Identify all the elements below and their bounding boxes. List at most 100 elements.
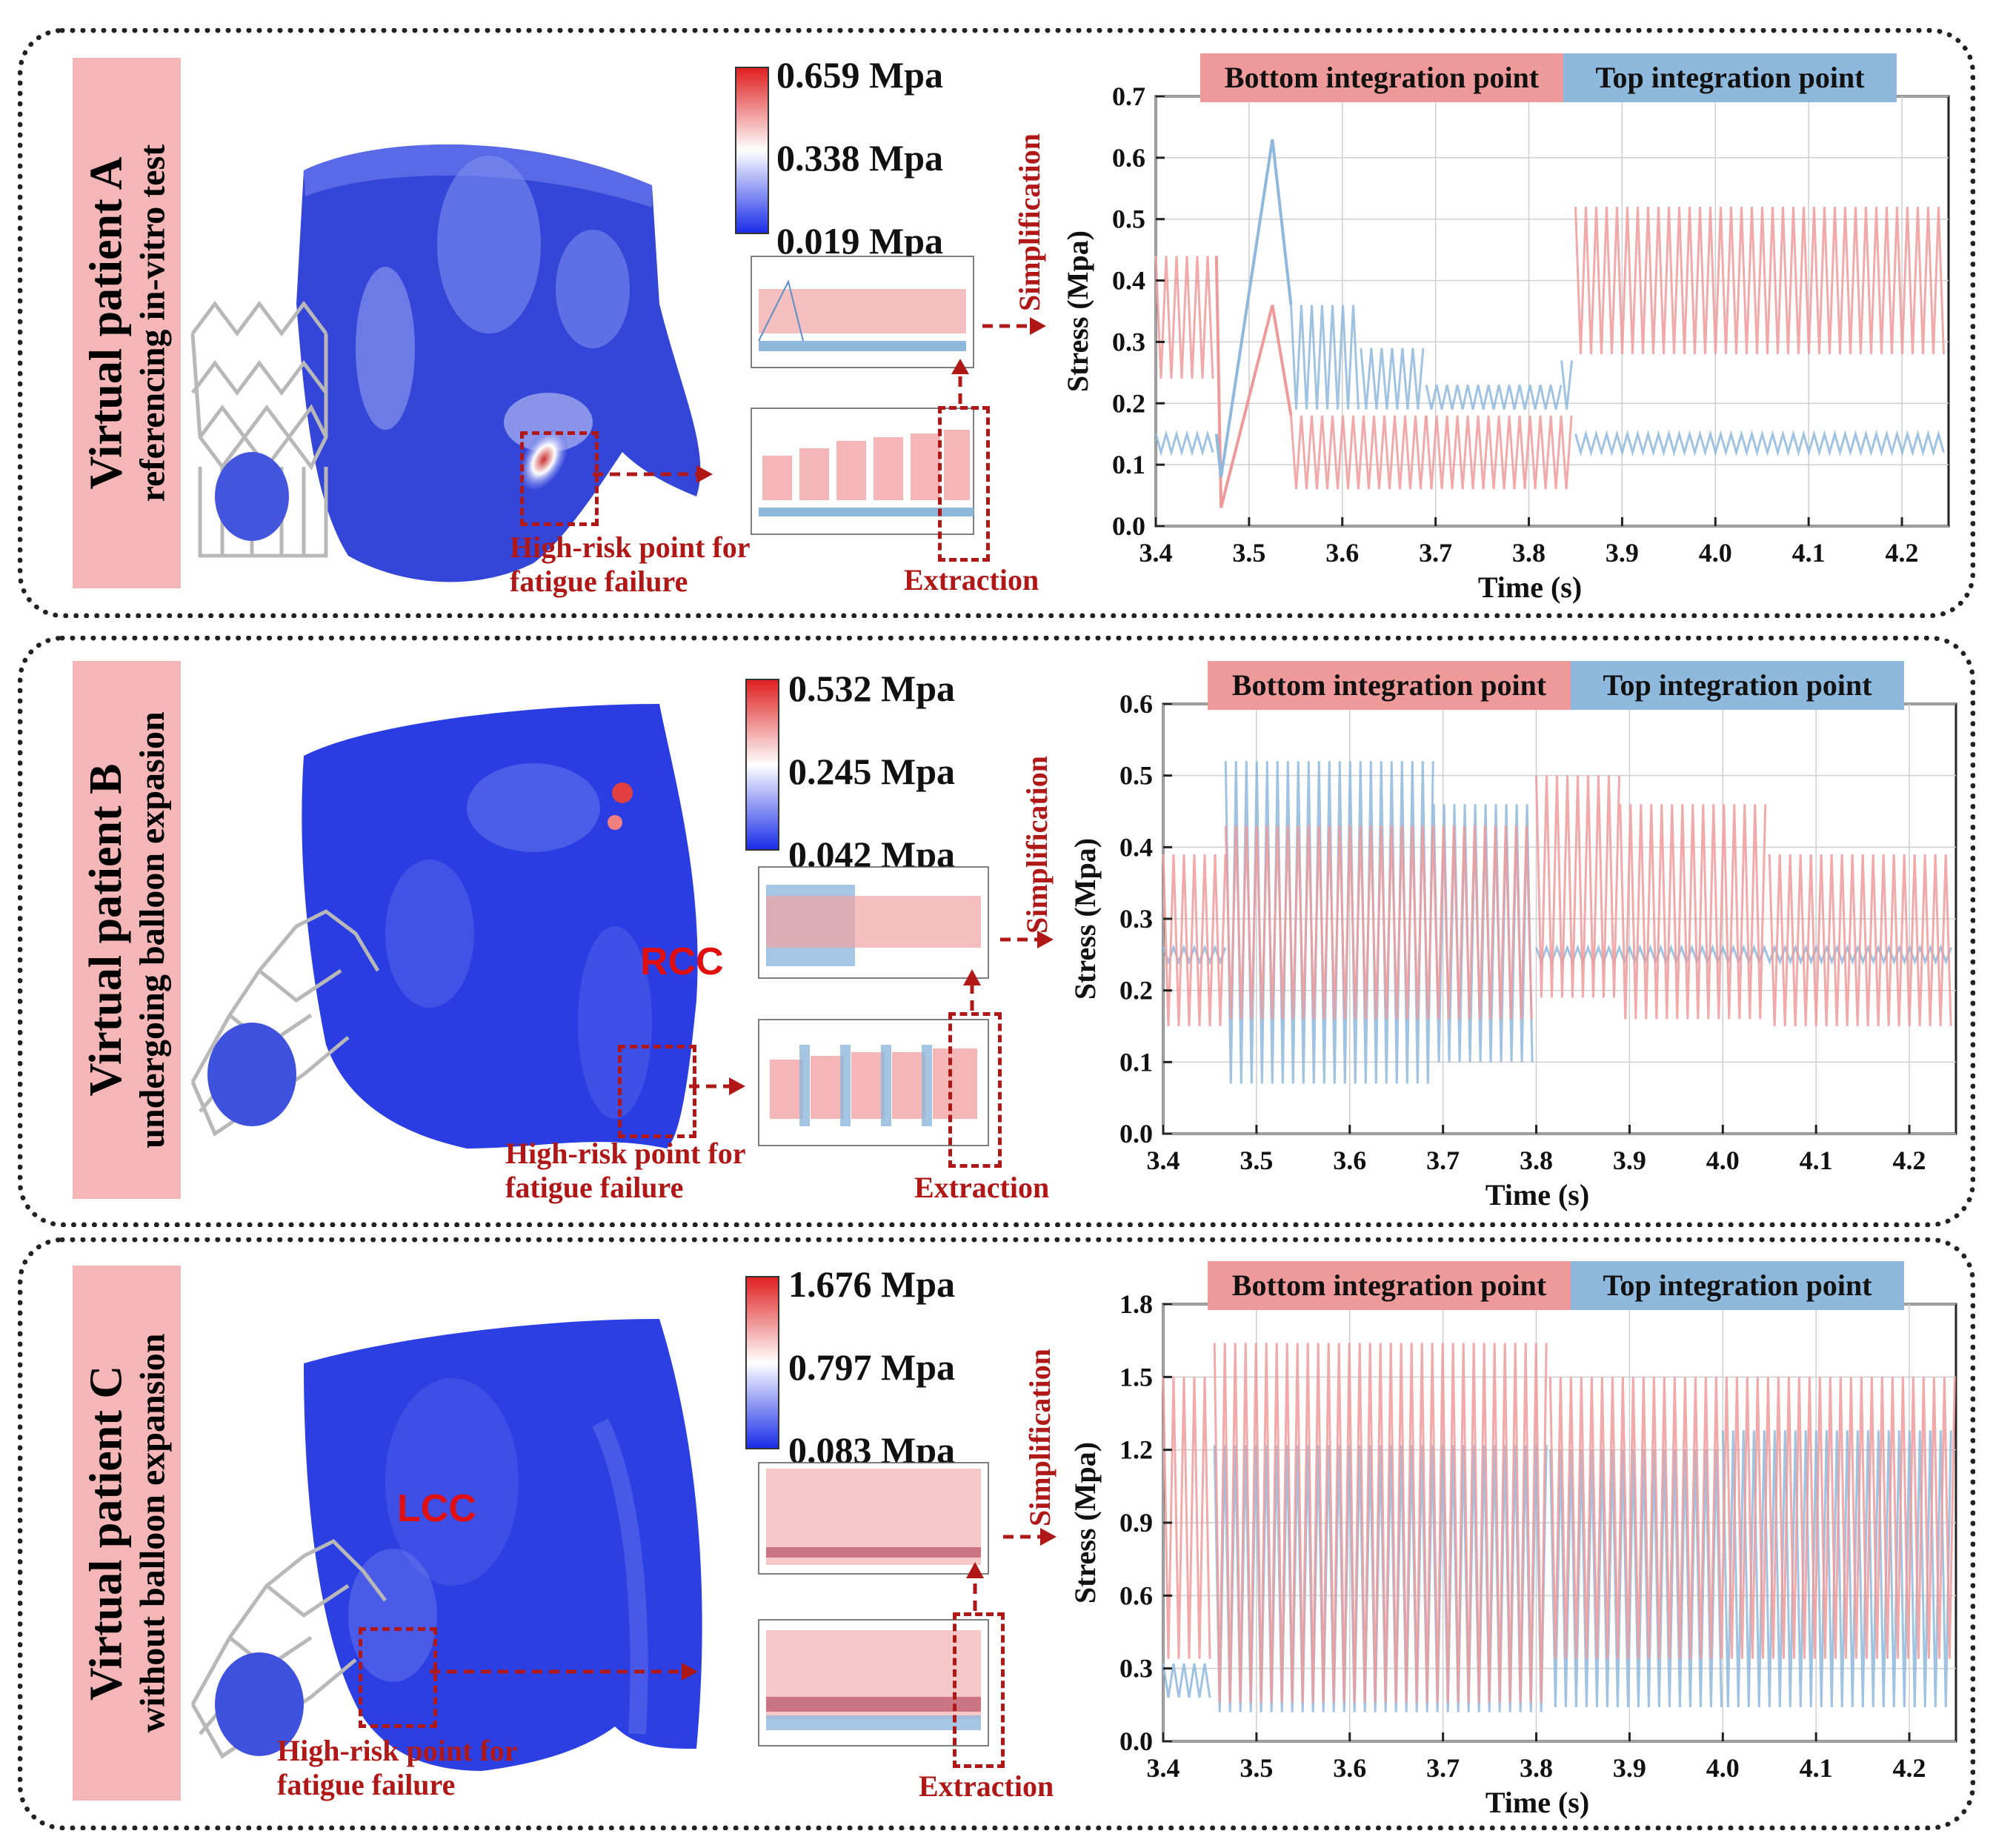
colorbar <box>745 1276 779 1449</box>
x-tick-label: 3.7 <box>1426 1146 1460 1175</box>
colorbar <box>735 67 769 234</box>
y-tick-label: 0.4 <box>1112 266 1145 296</box>
high-risk-label: High-risk point for fatigue failure <box>277 1734 518 1801</box>
series-segment <box>1574 207 1945 355</box>
y-tick-label: 0.0 <box>1112 511 1145 541</box>
x-tick-label: 4.0 <box>1706 1146 1740 1175</box>
legend-top <box>1563 53 1897 102</box>
extraction-label: Extraction <box>914 1171 1050 1204</box>
panel-title: Virtual patient B <box>81 763 131 1097</box>
panel-a-label: Virtual patient A referencing in-vitro t… <box>73 58 181 588</box>
x-tick-label: 4.0 <box>1706 1753 1740 1783</box>
panel-c-label: Virtual patient C without balloon expans… <box>73 1266 181 1801</box>
y-tick-label: 0.7 <box>1112 82 1145 111</box>
series-segment <box>1154 430 1214 457</box>
series-segment <box>1162 944 1227 965</box>
simplification-label: Simplification <box>1013 133 1046 311</box>
simplification-label: Simplification <box>1023 1348 1057 1526</box>
legend-bottom <box>1208 1261 1571 1310</box>
series-segment <box>1213 1343 1548 1703</box>
y-tick-label: 0.3 <box>1119 904 1153 934</box>
series-segment <box>1425 415 1573 490</box>
y-axis-label: Stress (Mpa) <box>1061 230 1094 392</box>
series-segment <box>1162 1663 1211 1698</box>
x-tick-label: 4.2 <box>1893 1146 1926 1175</box>
leaflet <box>215 1652 304 1756</box>
y-tick-label: 0.2 <box>1112 388 1145 418</box>
extraction-box <box>938 406 990 562</box>
y-tick-label: 0.2 <box>1119 976 1153 1006</box>
high-risk-box <box>520 431 599 526</box>
y-tick-label: 0.4 <box>1119 832 1153 862</box>
y-tick-label: 0.1 <box>1112 450 1145 479</box>
plot-area <box>1154 95 1950 528</box>
colorbar-mid: 0.797 Mpa <box>788 1346 955 1388</box>
series-peak <box>1214 139 1293 478</box>
high-risk-box <box>618 1045 696 1138</box>
panel-a-stress-chart: 3.4 3.5 3.6 3.7 3.8 3.9 4.0 4.1 4.2 0.0 0.1 0.2 0.3 0… <box>1061 53 1950 604</box>
panel-title: Virtual patient C <box>81 1365 132 1701</box>
y-tick-label: 0.1 <box>1119 1047 1153 1077</box>
panel-c-model <box>190 1319 702 1771</box>
colorbar-max: 0.532 Mpa <box>788 668 955 709</box>
legend-bottom-label: Bottom integration point <box>1232 668 1547 702</box>
series-segment <box>1721 1430 1952 1708</box>
legend-top <box>1571 1261 1904 1310</box>
x-tick-label: 4.2 <box>1893 1753 1926 1783</box>
series-bottom <box>1162 775 1952 1027</box>
series-segment <box>1548 1377 1956 1659</box>
panel-a-model <box>190 144 701 582</box>
x-tick-label: 3.5 <box>1232 538 1265 568</box>
series-segment <box>1619 804 1767 1020</box>
x-axis-label: Time (s) <box>1485 1178 1589 1211</box>
y-tick-label: 0.6 <box>1112 143 1145 173</box>
y-tick-label: 0.3 <box>1112 327 1145 356</box>
thumbnail-full <box>758 1619 989 1746</box>
x-tick-label: 3.7 <box>1426 1753 1460 1783</box>
panel-subtitle: referencing in-vitro test <box>133 144 172 502</box>
anatomy-label: RCC <box>640 940 724 983</box>
y-tick-label: 1.8 <box>1119 1289 1153 1319</box>
series-segment <box>1360 348 1425 410</box>
series-segment <box>1425 385 1563 410</box>
thumbnail-full <box>751 408 974 535</box>
y-tick-label: 0.5 <box>1119 761 1153 791</box>
simplification-label: Simplification <box>1020 755 1054 934</box>
x-tick-label: 4.2 <box>1886 538 1919 568</box>
panel-title: Virtual patient A <box>81 156 131 490</box>
series-segment <box>1574 430 1945 457</box>
y-tick-label: 1.5 <box>1119 1362 1153 1392</box>
colorbar-min: 0.019 Mpa <box>776 220 943 262</box>
colorbar-max: 0.659 Mpa <box>776 54 943 96</box>
series-segment <box>1290 305 1360 410</box>
x-tick-label: 3.4 <box>1147 1146 1180 1175</box>
series-segment <box>1548 1449 1723 1708</box>
y-tick-label: 0.5 <box>1112 205 1145 234</box>
y-tick-label: 0.3 <box>1119 1654 1153 1684</box>
x-axis-label: Time (s) <box>1478 571 1582 604</box>
x-tick-label: 3.4 <box>1147 1753 1180 1783</box>
high-risk-label: High-risk point for fatigue failure <box>505 1137 746 1204</box>
y-tick-label: 0.9 <box>1119 1508 1153 1538</box>
extraction-box <box>948 1012 1002 1168</box>
high-risk-label: High-risk point for fatigue failure <box>510 531 751 598</box>
x-tick-label: 3.4 <box>1139 538 1173 568</box>
colorbar-mid: 0.338 Mpa <box>776 137 943 179</box>
legend-bottom <box>1208 661 1571 710</box>
series-segment <box>1768 854 1952 1027</box>
y-axis-label: Stress (Mpa) <box>1068 838 1102 1000</box>
x-tick-label: 4.0 <box>1699 538 1732 568</box>
thumbnail-simplified <box>758 866 989 979</box>
x-tick-label: 3.5 <box>1240 1146 1273 1175</box>
panel-c-frame <box>18 1237 1975 1830</box>
panel-b-model <box>190 704 698 1149</box>
series-segment <box>1290 415 1427 490</box>
x-tick-label: 3.6 <box>1333 1146 1366 1175</box>
panel-b-frame <box>18 636 1975 1227</box>
extraction-label: Extraction <box>919 1769 1054 1803</box>
series-peak <box>1214 256 1293 508</box>
leaflet <box>215 452 289 541</box>
x-tick-label: 3.5 <box>1240 1753 1273 1783</box>
anatomy-label: LCC <box>397 1487 476 1530</box>
